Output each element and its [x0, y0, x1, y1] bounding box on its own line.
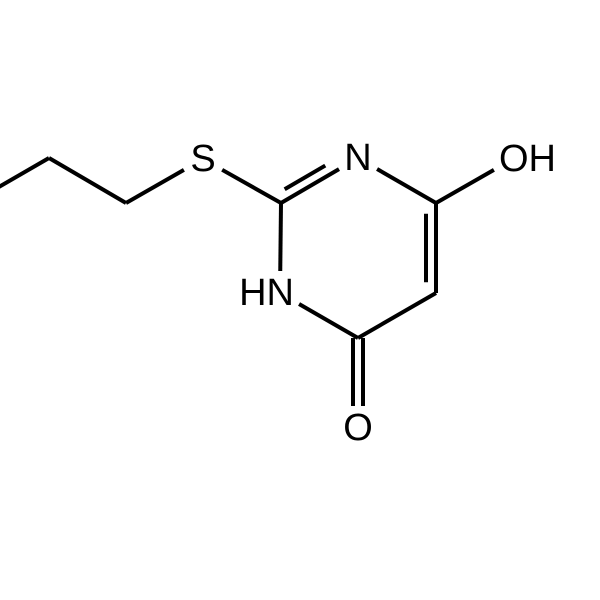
atom-label: OH [497, 137, 558, 181]
atom-label: O [341, 406, 375, 450]
svg-text:O: O [343, 407, 373, 449]
molecule-diagram: N HN O OH S [0, 0, 600, 600]
svg-text:HN: HN [239, 272, 294, 314]
svg-text:N: N [344, 137, 371, 179]
bond-line [436, 170, 494, 203]
bond-line [358, 293, 436, 338]
bond-line [0, 158, 49, 203]
bond-line [280, 203, 281, 271]
atom-label: S [188, 137, 217, 181]
bond-line [49, 158, 126, 203]
atom-label: HN [237, 271, 296, 315]
atom-label: N [342, 136, 373, 180]
bond-line [299, 304, 358, 338]
bond-line [126, 170, 184, 203]
bond-line [285, 166, 326, 190]
bond-line [377, 169, 436, 203]
svg-text:S: S [190, 138, 215, 180]
bond-line [222, 170, 281, 203]
svg-text:OH: OH [499, 138, 556, 180]
